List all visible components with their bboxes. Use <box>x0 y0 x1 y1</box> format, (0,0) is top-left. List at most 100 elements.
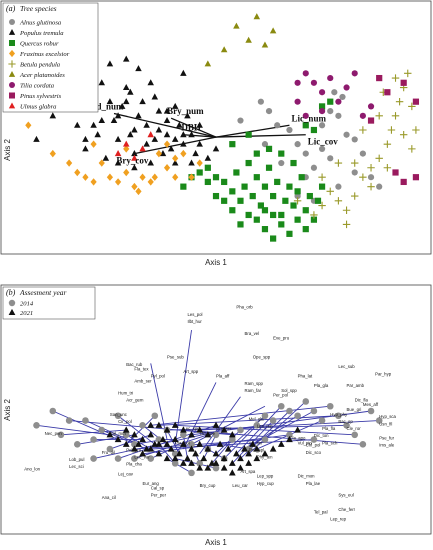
point-2021 <box>286 435 293 443</box>
point-fraxinus-excelsior <box>155 149 162 158</box>
point-quercus-robur <box>237 221 244 228</box>
point-2021 <box>204 431 212 438</box>
point-populus-tremula <box>147 159 154 166</box>
legend-a-label-tilia-cordata: Tilia cordata <box>20 82 55 89</box>
vector-dbh <box>183 134 217 138</box>
point-acer-platanoides <box>253 13 261 20</box>
point-quercus-robur <box>229 188 236 195</box>
species-label: Lec_var <box>134 455 150 460</box>
point-2021 <box>220 426 228 433</box>
point-populus-tremula <box>212 145 220 152</box>
point-alnus-glutinosa <box>294 141 301 148</box>
point-alnus-glutinosa <box>327 108 334 115</box>
trajectory-line <box>175 458 217 469</box>
point-2014 <box>343 421 350 429</box>
species-label: Lej_cav <box>118 471 134 476</box>
point-populus-tremula <box>131 150 138 157</box>
point-populus-tremula <box>118 102 126 109</box>
point-fraxinus-excelsior <box>188 173 195 181</box>
point-quercus-robur <box>278 150 285 157</box>
point-quercus-robur <box>265 164 273 171</box>
species-label: Les_pol <box>187 312 202 317</box>
point-quercus-robur <box>294 216 301 223</box>
species-label: Lec_spp <box>183 426 200 431</box>
point-betula-pendula <box>342 220 351 229</box>
species-label: Dic_ton <box>314 433 329 438</box>
species-label: Hum_tri <box>118 390 133 395</box>
point-2021 <box>155 440 163 447</box>
legend-a-label-betula-pendula: Betula pendula <box>20 61 61 68</box>
point-betula-pendula <box>399 131 408 139</box>
point-2021 <box>192 450 199 457</box>
trajectory-line <box>191 405 266 445</box>
point-2014 <box>286 431 293 439</box>
point-2021 <box>212 459 220 466</box>
point-quercus-robur <box>253 150 260 157</box>
point-2014 <box>188 469 195 477</box>
point-pinus-sylvestris <box>400 178 407 186</box>
species-label: Art_sin <box>249 440 263 445</box>
point-populus-tremula <box>143 140 150 147</box>
point-2021 <box>249 440 257 447</box>
point-2014 <box>335 412 342 420</box>
panel-a-xlabel: Axis 1 <box>205 258 227 267</box>
trajectory-line <box>223 424 258 459</box>
point-tilia-cordata <box>302 70 309 77</box>
species-label: Nec_pen <box>45 431 63 436</box>
point-populus-tremula <box>90 121 97 128</box>
point-2021 <box>163 426 171 433</box>
point-2014 <box>90 455 97 462</box>
point-betula-pendula <box>367 182 375 191</box>
point-quercus-robur <box>253 216 260 223</box>
trajectory-line <box>175 424 355 436</box>
point-2021 <box>224 445 232 452</box>
point-2021 <box>180 459 187 466</box>
point-alnus-glutinosa <box>351 169 358 176</box>
point-populus-tremula <box>171 159 179 166</box>
point-ulmus-glabra <box>131 154 138 161</box>
point-2014 <box>367 407 375 415</box>
point-ulmus-glabra <box>114 150 122 157</box>
point-fraxinus-excelsior <box>196 159 203 167</box>
point-betula-pendula <box>387 126 396 134</box>
point-2021 <box>228 469 236 476</box>
point-2014 <box>180 431 187 439</box>
point-betula-pendula <box>351 192 359 200</box>
point-betula-pendula <box>359 126 367 134</box>
point-betula-pendula <box>334 159 343 167</box>
point-2021 <box>155 421 163 428</box>
legend-a-label-acer-platanoides: Acer platanoides <box>19 72 65 79</box>
point-2021 <box>294 426 301 433</box>
trajectory-line <box>199 396 241 455</box>
species-label: Acr_gem <box>126 397 144 402</box>
point-ulmus-glabra <box>147 131 154 138</box>
point-fraxinus-excelsior <box>135 187 142 196</box>
point-2021 <box>188 445 195 452</box>
point-fraxinus-excelsior <box>123 145 130 153</box>
point-betula-pendula <box>342 206 351 214</box>
point-populus-tremula <box>180 140 187 147</box>
legend-a-marker-betula-pendula <box>8 60 16 68</box>
point-2021 <box>114 435 122 443</box>
point-betula-pendula <box>391 74 400 82</box>
point-acer-platanoides <box>269 27 277 34</box>
point-2021 <box>131 431 138 438</box>
point-fraxinus-excelsior <box>139 173 146 181</box>
point-populus-tremula <box>127 88 134 95</box>
point-alnus-glutinosa <box>376 183 383 190</box>
point-quercus-robur <box>270 235 277 242</box>
point-2021 <box>184 454 191 462</box>
point-quercus-robur <box>310 216 318 223</box>
point-2014 <box>310 407 318 415</box>
species-label: Ims_ale <box>379 443 395 448</box>
point-populus-tremula <box>171 135 179 142</box>
legend-a-marker-fraxinus-excelsior <box>9 49 15 58</box>
point-tilia-cordata <box>310 79 318 86</box>
point-2014 <box>326 402 334 410</box>
species-label: Lep_rep <box>330 516 346 521</box>
vector-bry-num <box>170 117 217 138</box>
point-quercus-robur <box>270 211 277 219</box>
point-2021 <box>147 421 155 428</box>
species-label: Bac_rub <box>126 362 143 367</box>
point-2014 <box>139 421 146 429</box>
